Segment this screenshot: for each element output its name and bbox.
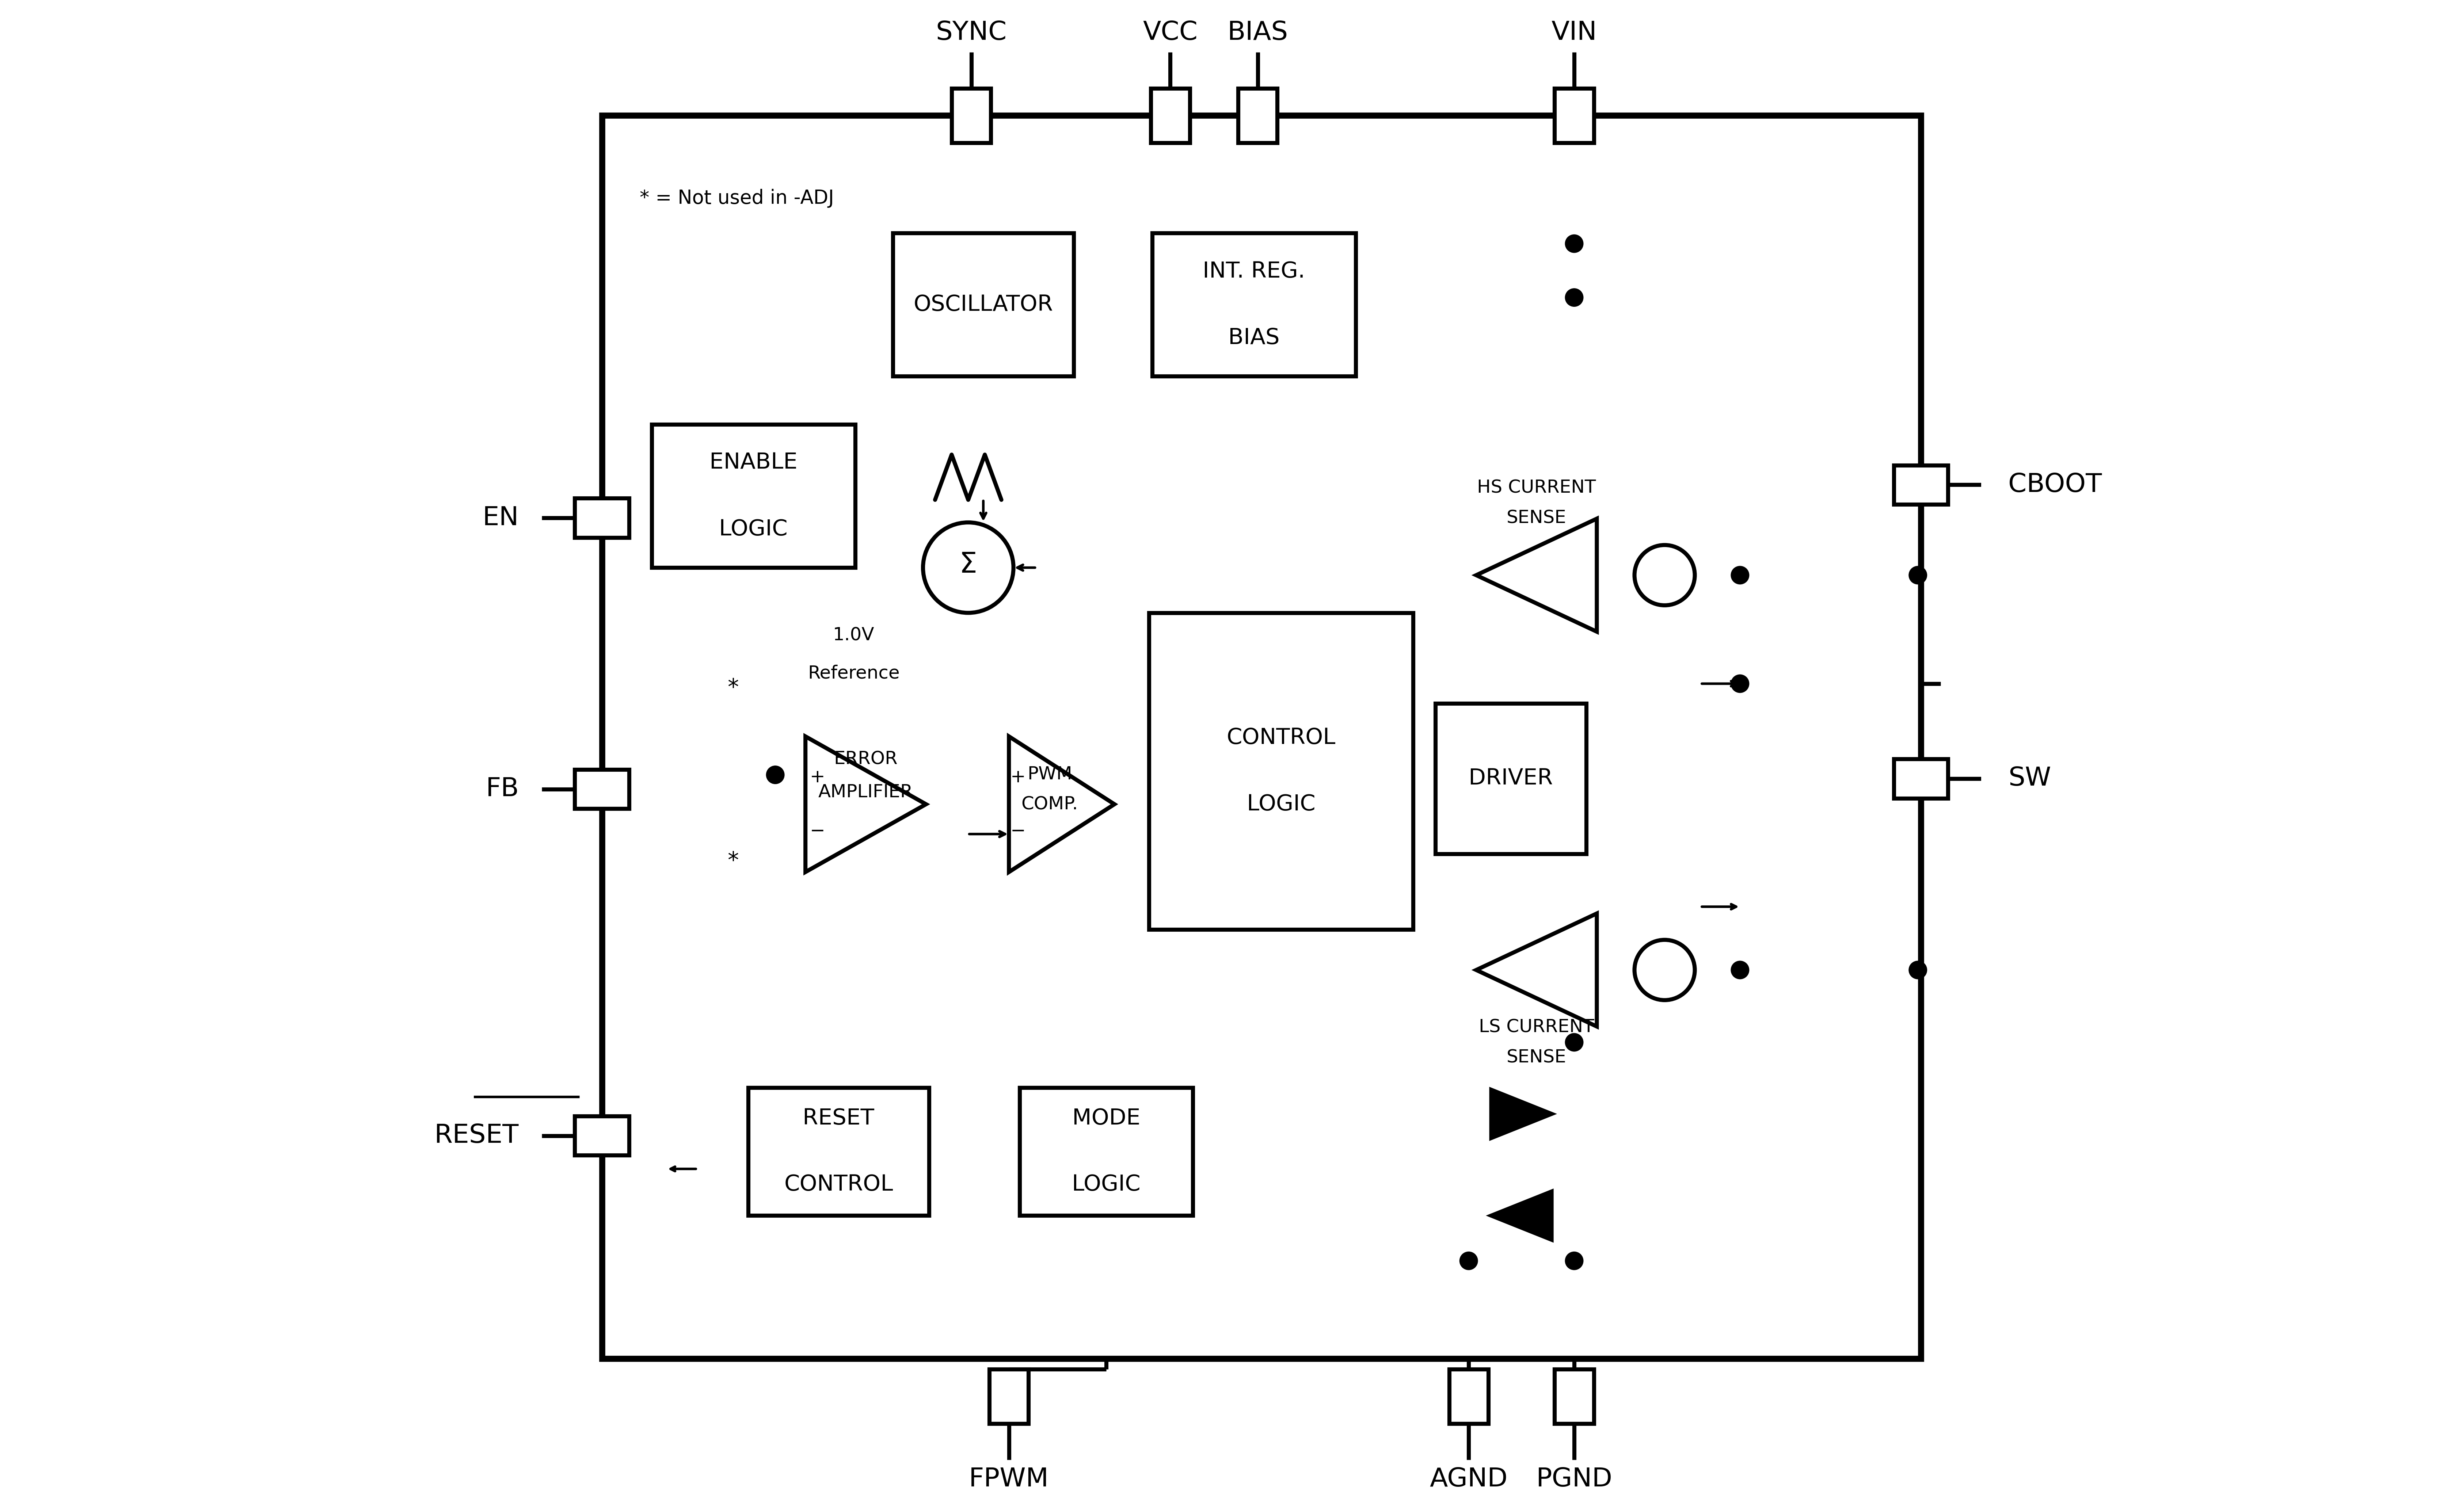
Text: *: * [727,851,739,872]
Text: ENABLE: ENABLE [709,452,798,473]
Circle shape [1566,234,1583,253]
Bar [1237,88,1277,142]
Circle shape [1566,289,1583,307]
Text: BIAS: BIAS [1228,20,1289,45]
Text: SENSE: SENSE [1507,1049,1566,1066]
Bar [574,499,628,537]
Bar [651,425,854,567]
Polygon shape [1009,736,1115,872]
Text: CONTROL: CONTROL [783,1173,894,1196]
Bar [894,233,1073,376]
Circle shape [1461,1252,1478,1270]
Text: LOGIC: LOGIC [1247,794,1316,815]
Text: Σ: Σ [960,550,977,579]
Text: +: + [810,768,825,786]
Text: ERROR: ERROR [835,750,899,768]
Bar [601,115,1920,1359]
Bar [574,1116,628,1155]
Text: OSCILLATOR: OSCILLATOR [913,293,1053,316]
Bar [1448,1370,1488,1424]
Text: FPWM: FPWM [970,1467,1048,1492]
Text: CBOOT: CBOOT [2008,472,2101,497]
Circle shape [1910,565,1927,584]
Circle shape [1910,962,1927,980]
Bar [1149,612,1414,930]
Text: Reference: Reference [808,664,899,682]
Text: CONTROL: CONTROL [1228,727,1336,748]
Text: RESET: RESET [435,1123,518,1148]
Circle shape [1731,962,1748,980]
Text: VCC: VCC [1142,20,1198,45]
Text: AMPLIFIER: AMPLIFIER [818,783,913,801]
Polygon shape [1475,519,1596,632]
Polygon shape [1490,1090,1552,1139]
Text: SYNC: SYNC [935,20,1007,45]
Text: COMP.: COMP. [1021,795,1078,813]
Text: INT. REG.: INT. REG. [1203,260,1306,283]
Bar [1151,233,1355,376]
Circle shape [1566,1033,1583,1051]
Text: MODE: MODE [1073,1108,1139,1129]
Text: −: − [810,823,825,841]
Text: LOGIC: LOGIC [1073,1173,1142,1196]
Circle shape [766,765,783,783]
Text: * = Not used in -ADJ: * = Not used in -ADJ [641,189,835,209]
Bar [1554,1370,1593,1424]
Bar [1893,466,1947,505]
Bar [1436,703,1586,854]
Text: DRIVER: DRIVER [1468,768,1554,789]
Text: SENSE: SENSE [1507,510,1566,526]
Text: LS CURRENT: LS CURRENT [1478,1019,1593,1036]
Text: FB: FB [486,777,518,801]
Bar [1893,759,1947,798]
Circle shape [1635,940,1694,999]
Circle shape [1566,1252,1583,1270]
Text: VIN: VIN [1552,20,1598,45]
Text: LOGIC: LOGIC [719,519,788,540]
Polygon shape [1490,1191,1552,1240]
Text: PWM: PWM [1026,765,1073,783]
Circle shape [923,523,1014,612]
Circle shape [1635,544,1694,605]
Bar [749,1087,928,1216]
Text: AGND: AGND [1429,1467,1507,1492]
Text: HS CURRENT: HS CURRENT [1478,479,1596,496]
Text: *: * [727,677,739,699]
Text: −: − [1011,823,1026,841]
Text: RESET: RESET [803,1108,874,1129]
Circle shape [1731,674,1748,692]
Bar [989,1370,1029,1424]
Bar [574,770,628,809]
Bar [953,88,992,142]
Bar [1019,1087,1193,1216]
Polygon shape [1475,913,1596,1027]
Text: 1.0V: 1.0V [832,626,874,644]
Text: PGND: PGND [1537,1467,1613,1492]
Text: EN: EN [484,505,518,531]
Polygon shape [805,736,926,872]
Text: SW: SW [2008,767,2052,791]
Text: BIAS: BIAS [1228,327,1279,349]
Circle shape [1731,565,1748,584]
Bar [1151,88,1191,142]
Text: +: + [1011,768,1026,786]
Bar [1554,88,1593,142]
